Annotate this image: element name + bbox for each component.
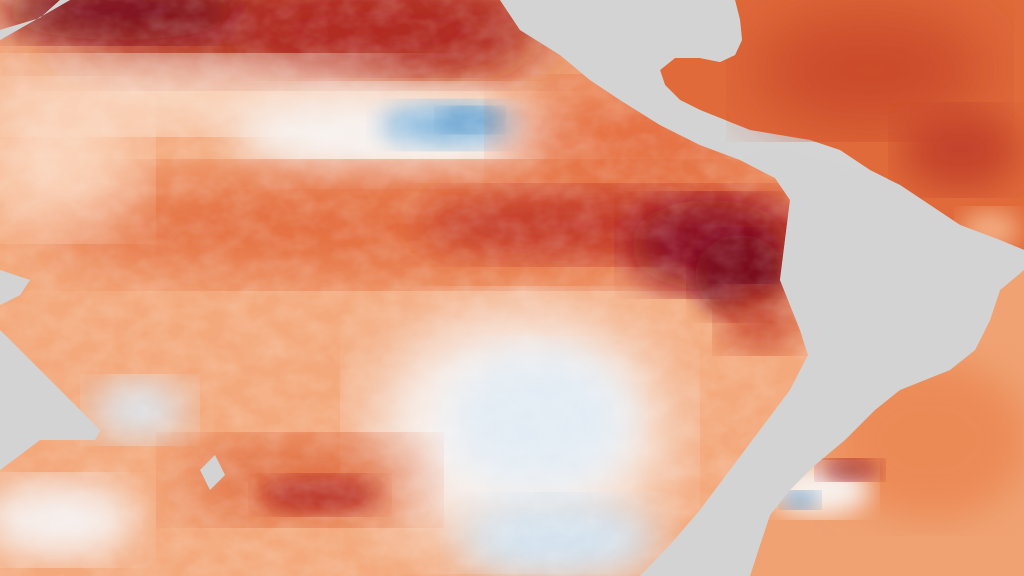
central-america-landmass	[740, 148, 850, 200]
indonesia-islands	[0, 0, 70, 305]
north-america-landmass	[500, 0, 742, 160]
new-zealand-landmass	[200, 455, 225, 490]
south-america-landmass	[640, 168, 1024, 576]
caribbean-warm-water	[660, 0, 1024, 250]
australia-landmass	[0, 330, 100, 470]
